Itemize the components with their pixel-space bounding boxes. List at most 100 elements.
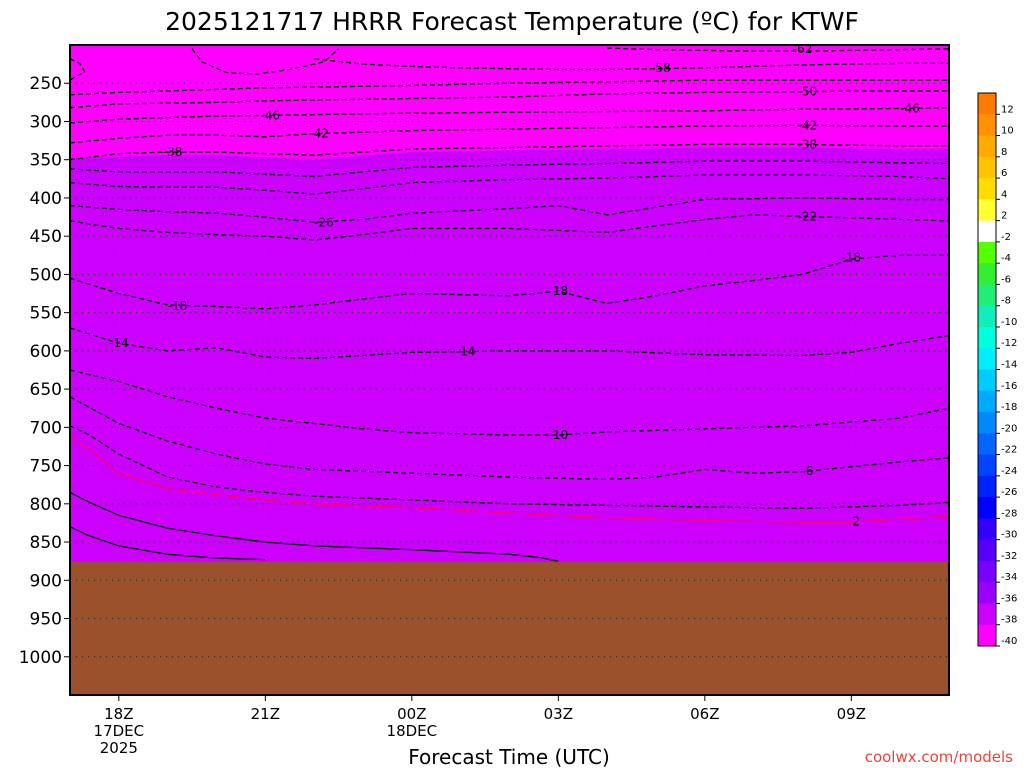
contour-label-0: -62 [793,42,813,56]
colorbar-swatch--22 [978,433,996,456]
contour-label-15: -14 [456,345,476,359]
colorbar-label--18: -18 [1001,402,1017,413]
colorbar-label--20: -20 [1001,423,1017,434]
x-tick-label-18Z-2: 2025 [100,739,138,757]
x-axis-title: Forecast Time (UTC) [408,745,610,768]
y-tick-label-400: 400 [30,189,62,209]
colorbar-swatch--10 [978,305,996,328]
colorbar-swatch--18 [978,390,996,413]
colorbar-label-2: 2 [1001,211,1007,222]
colorbar-label--26: -26 [1001,487,1017,498]
y-tick-label-900: 900 [30,571,62,591]
isotherm--58-19 [191,48,340,75]
colorbar-label--32: -32 [1001,551,1017,562]
x-tick-label-21Z-0: 21Z [251,705,280,723]
isotherm--6-4 [70,396,949,481]
y-tick-label-350: 350 [30,151,62,171]
isotherm--10-5 [70,369,949,436]
x-tick-label-18Z-0: 18Z [104,705,133,723]
contour-label-6: -42 [309,127,329,141]
colorbar-swatch--32 [978,539,996,562]
isotherm--22-8 [70,214,949,241]
colorbar-swatch--40 [978,624,996,647]
contour-label-4: -46 [260,108,280,122]
colorbar-label-4: 4 [1001,189,1007,200]
plot-frame [69,44,950,696]
x-tick-label-18Z-1: 17DEC [94,722,145,740]
ground-layer [70,561,949,695]
colorbar-label-10: 10 [1001,126,1014,137]
y-tick-label-1000: 1000 [19,648,62,668]
colorbar-swatch--34 [978,560,996,583]
y-tick-label-650: 650 [30,380,62,400]
contour-label-17: -6 [801,464,813,478]
y-tick-label-750: 750 [30,457,62,477]
y-tick-label-600: 600 [30,342,62,362]
colorbar-label--36: -36 [1001,593,1017,604]
y-tick-label-700: 700 [30,418,62,438]
colorbar-label--14: -14 [1001,360,1017,371]
isotherm--30-10 [70,174,949,195]
isotherm--38-12 [70,143,949,161]
x-tick-label-00Z-1: 18DEC [387,722,438,740]
x-tick-label-09Z-0: 09Z [837,705,866,723]
contour-label-7: -38 [798,137,818,151]
colorbar-swatch-12 [978,93,996,115]
colorbar: 12 10 8 6 4 2 -2 -4 -6 -8 -10 -12 -14 -16 -18 -20 -22 -24… [977,92,1017,647]
contour-label-3: -46 [900,101,920,115]
chart-title: 2025121717 HRRR Forecast Temperature (ºC… [165,7,859,36]
colorbar-swatch-10 [978,114,996,137]
contour-label-14: -14 [109,336,129,350]
isotherm--2-3 [70,425,949,510]
colorbar-label--10: -10 [1001,317,1017,328]
colorbar-swatch--38 [978,603,996,626]
temperature-band-22 [70,147,949,695]
y-tick-label-800: 800 [30,495,62,515]
colorbar-label--16: -16 [1001,381,1017,392]
contour-label-16: -10 [549,428,569,442]
isotherm-0-2 [70,435,949,523]
colorbar-swatch--30 [978,518,996,541]
credit-text: coolwx.com/models [865,748,1013,766]
isotherm-contours [70,47,949,562]
colorbar-swatch--14 [978,348,996,370]
isotherm--14-6 [70,327,949,360]
contour-label-10: -22 [798,209,818,223]
contour-label-1: -58 [651,61,671,75]
y-tick-label-550: 550 [30,304,62,324]
colorbar-label--4: -4 [1001,253,1011,264]
contour-label-9: -26 [314,215,334,229]
colorbar-swatch--28 [978,497,996,519]
contour-label-13: -18 [168,299,188,313]
colorbar-label--12: -12 [1001,338,1017,349]
colorbar-swatch--24 [978,454,996,477]
isotherm--58-20 [70,58,86,81]
colorbar-swatch-4 [978,178,996,200]
isotherm--62-18 [607,47,949,52]
isotherm--18-7 [70,254,949,310]
isotherm-2-1 [70,491,559,562]
x-tick-label-03Z-0: 03Z [544,705,573,723]
colorbar-swatch--2 [978,220,996,243]
colorbar-swatch--12 [978,326,996,349]
colorbar-frame [977,92,997,647]
colorbar-label--8: -8 [1001,296,1011,307]
isotherm--58-17 [314,58,949,71]
colorbar-label--2: -2 [1001,232,1011,243]
colorbar-label--22: -22 [1001,445,1017,456]
contour-label-8: -38 [163,145,183,159]
colorbar-label--28: -28 [1001,508,1017,519]
colorbar-label-8: 8 [1001,147,1007,158]
colorbar-swatch--4 [978,241,996,264]
y-tick-label-450: 450 [30,227,62,247]
colorbar-swatch-8 [978,135,996,158]
colorbar-label--24: -24 [1001,466,1017,477]
plot-area: -62-58-50-46-46-42-42-38-38-26 -22-18-18-… [70,42,949,695]
colorbar-swatch--26 [978,475,996,498]
isotherm--34-11 [70,160,949,178]
colorbar-swatch--16 [978,369,996,392]
contour-label-5: -42 [798,118,818,132]
y-tick-label-850: 850 [30,533,62,553]
